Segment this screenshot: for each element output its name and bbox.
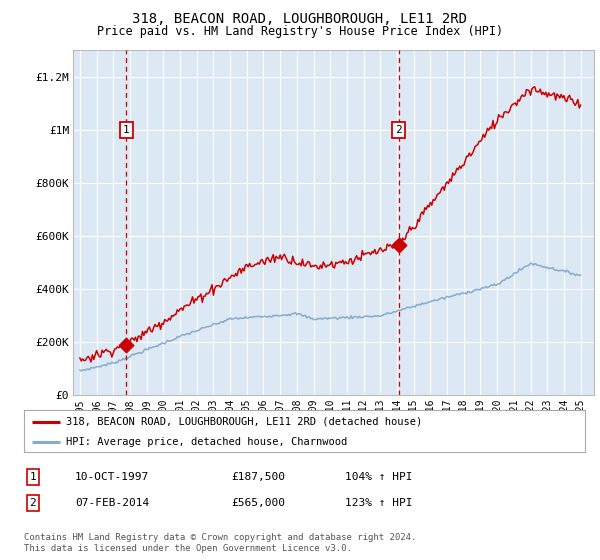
Text: 318, BEACON ROAD, LOUGHBOROUGH, LE11 2RD (detached house): 318, BEACON ROAD, LOUGHBOROUGH, LE11 2RD… — [66, 417, 422, 427]
Text: 123% ↑ HPI: 123% ↑ HPI — [345, 498, 413, 508]
Point — [394, 241, 403, 250]
Text: 07-FEB-2014: 07-FEB-2014 — [75, 498, 149, 508]
Text: £187,500: £187,500 — [231, 472, 285, 482]
Text: HPI: Average price, detached house, Charnwood: HPI: Average price, detached house, Char… — [66, 437, 347, 447]
Text: 318, BEACON ROAD, LOUGHBOROUGH, LE11 2RD: 318, BEACON ROAD, LOUGHBOROUGH, LE11 2RD — [133, 12, 467, 26]
Text: 2: 2 — [395, 125, 402, 135]
Text: Contains HM Land Registry data © Crown copyright and database right 2024.
This d: Contains HM Land Registry data © Crown c… — [24, 533, 416, 553]
Text: 1: 1 — [123, 125, 130, 135]
Text: Price paid vs. HM Land Registry's House Price Index (HPI): Price paid vs. HM Land Registry's House … — [97, 25, 503, 38]
Text: 10-OCT-1997: 10-OCT-1997 — [75, 472, 149, 482]
Text: £565,000: £565,000 — [231, 498, 285, 508]
Text: 1: 1 — [29, 472, 37, 482]
Point — [121, 340, 131, 349]
Text: 2: 2 — [29, 498, 37, 508]
Text: 104% ↑ HPI: 104% ↑ HPI — [345, 472, 413, 482]
